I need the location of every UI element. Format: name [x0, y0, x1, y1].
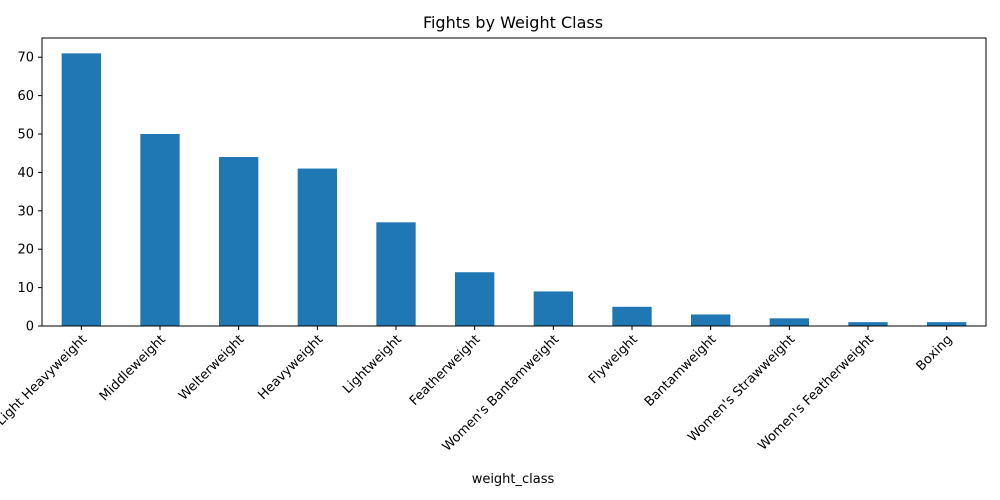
bar-women-s-featherweight [848, 322, 888, 326]
bar-boxing [927, 322, 967, 326]
x-axis: Light Heavyweight Middleweight Welterweigh… [0, 326, 955, 455]
x-tick-label: Lightweight [340, 332, 405, 397]
x-tick-label: Welterweight [176, 332, 247, 403]
x-tick-label: Heavyweight [255, 332, 326, 403]
x-tick-label: Boxing [914, 332, 956, 374]
bar-flyweight [612, 306, 652, 326]
plot-frame [41, 37, 987, 327]
y-tick-label: 10 [17, 281, 34, 296]
y-tick-label: 70 [17, 51, 34, 66]
x-tick-label: Flyweight [586, 332, 641, 387]
y-tick-label: 50 [17, 128, 34, 143]
bar-women-s-bantamweight [533, 291, 573, 326]
bar-welterweight [219, 157, 259, 326]
bar-lightweight [376, 222, 416, 326]
y-tick-label: 60 [17, 89, 34, 104]
chart-title: Fights by Weight Class [423, 13, 603, 32]
y-tick-label: 20 [17, 243, 34, 258]
bar-heavyweight [297, 168, 337, 326]
bar-women-s-strawweight [769, 318, 809, 326]
y-axis: 0 10 20 30 40 50 60 70 [17, 51, 42, 335]
x-tick-label: Light Heavyweight [0, 332, 90, 429]
x-tick-label: Bantamweight [642, 332, 720, 410]
y-tick-label: 30 [17, 204, 34, 219]
x-tick-label: Featherweight [407, 332, 484, 409]
y-tick-label: 40 [17, 166, 34, 181]
y-tick-label: 0 [26, 320, 34, 335]
bar-middleweight [140, 134, 180, 326]
bar-light-heavyweight [61, 53, 101, 327]
bar-featherweight [455, 272, 495, 326]
x-tick-label: Middleweight [97, 332, 169, 404]
x-axis-label: weight_class [472, 472, 555, 487]
bars-group [61, 53, 967, 327]
bar-bantamweight [691, 314, 731, 326]
